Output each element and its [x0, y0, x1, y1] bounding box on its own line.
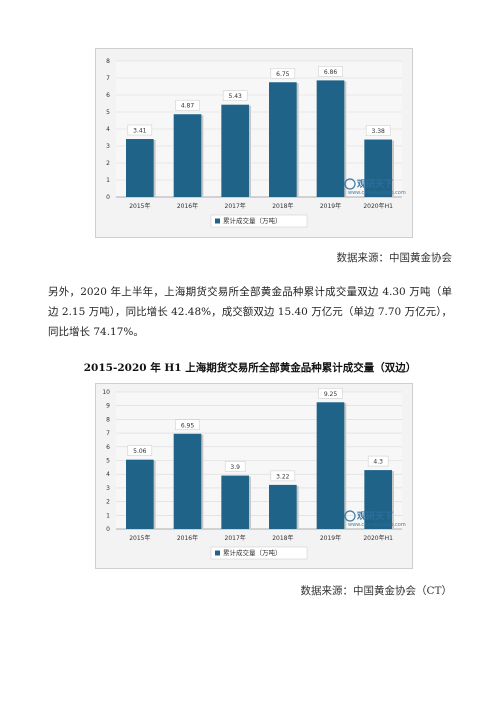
data-label: 3.41 [133, 128, 147, 135]
chart-1-svg: 0 1 2 3 4 5 6 7 8 3.41 2015年 4.87 2016年 5.43 2017年 6.75… [106, 58, 406, 228]
legend-box [210, 214, 308, 228]
data-label-box [175, 419, 200, 431]
data-label: 4.87 [181, 103, 195, 110]
data-label: 5.43 [228, 93, 242, 100]
y-tick-label: 3 [106, 143, 110, 150]
x-tick-label: 2019年 [320, 534, 341, 542]
y-tick-label: 3 [106, 485, 110, 492]
logo-text: 观研天下 [357, 511, 393, 522]
y-tick-label: 6 [106, 444, 110, 451]
data-label-box [270, 470, 296, 482]
x-tick-label: 2016年 [177, 534, 198, 542]
y-tick-label: 5 [106, 458, 110, 465]
data-label: 4.3 [373, 459, 383, 466]
x-tick-label: 2015年 [129, 202, 150, 210]
data-label-box [224, 461, 246, 472]
legend-box [210, 546, 308, 560]
logo-text: 观研天下 [357, 179, 393, 190]
bar [173, 433, 202, 529]
chart-2-title: 2015-2020 年 H1 上海期货交易所全部黄金品种累计成交量（双边） [83, 362, 417, 374]
y-tick-label: 10 [102, 389, 110, 396]
data-label: 9.25 [324, 391, 338, 398]
data-label: 3.9 [230, 464, 240, 471]
data-label-box [365, 125, 391, 136]
y-tick-label: 0 [106, 526, 110, 533]
y-tick-label: 6 [106, 92, 110, 99]
logo-mark [344, 510, 356, 522]
y-tick-label: 8 [106, 416, 110, 423]
legend-swatch [215, 550, 220, 556]
x-tick-label: 2016年 [177, 202, 198, 210]
y-tick-label: 7 [106, 75, 110, 82]
data-label-box [127, 445, 153, 456]
body-paragraph: 另外，2020 年上半年，上海期货交易所全部黄金品种累计成交量双边 4.30 万… [48, 286, 452, 338]
legend-label: 累计成交量（万吨） [223, 216, 282, 225]
data-label: 6.75 [276, 71, 290, 78]
y-tick-label: 5 [106, 109, 110, 116]
bar [316, 80, 345, 197]
y-tick-label: 0 [106, 194, 110, 201]
bar [221, 475, 249, 529]
x-tick-label: 2020年H1 [363, 534, 393, 542]
source-note-1: 数据来源：中国黄金协会 [336, 252, 453, 264]
bar [126, 459, 154, 529]
data-label: 6.95 [181, 422, 195, 429]
legend-label: 累计成交量（万吨） [223, 548, 282, 557]
logo-site: www.chinabaogao.com [348, 522, 406, 528]
y-tick-label: 1 [106, 512, 110, 519]
data-label-box [318, 66, 343, 77]
data-label-box [222, 90, 248, 101]
x-tick-label: 2020年H1 [363, 202, 393, 210]
data-label: 6.86 [324, 69, 338, 76]
data-label-box [270, 68, 296, 79]
chart-1: 0 1 2 3 4 5 6 7 8 3.41 2015年 4.87 2016年 5.43 2017年 6.75… [95, 48, 413, 238]
logo-site: www.chinabaogao.com [348, 190, 406, 196]
y-tick-label: 7 [106, 430, 110, 437]
bar [316, 402, 345, 529]
data-label-box [127, 124, 153, 136]
y-tick-label: 2 [106, 499, 110, 506]
y-tick-label: 4 [106, 126, 110, 133]
chart-2-svg: 0 1 2 3 4 5 6 7 8 9 10 5.06 2015年 6.95 2016年 3.9 2017年 3.… [102, 388, 406, 560]
bar [173, 114, 202, 197]
data-label: 5.06 [133, 448, 147, 455]
data-label: 3.22 [276, 473, 290, 480]
logo-mark [344, 178, 356, 190]
bar [364, 139, 392, 197]
y-tick-label: 9 [106, 403, 110, 410]
data-label-box [175, 99, 200, 111]
x-tick-label: 2018年 [272, 202, 293, 210]
x-tick-label: 2019年 [320, 202, 341, 210]
x-tick-label: 2017年 [225, 202, 246, 210]
data-label-box [367, 455, 389, 467]
x-tick-label: 2017年 [225, 534, 246, 542]
y-tick-label: 1 [106, 177, 110, 184]
bar [221, 104, 249, 197]
source-note-2: 数据来源：中国黄金协会（CT） [300, 585, 452, 597]
x-tick-label: 2015年 [129, 534, 150, 542]
data-label-box [318, 388, 343, 399]
y-tick-label: 8 [106, 58, 110, 65]
legend-swatch [215, 218, 220, 224]
data-label: 3.38 [371, 128, 385, 135]
y-tick-label: 4 [106, 471, 110, 478]
x-tick-label: 2018年 [272, 534, 293, 542]
bar [126, 139, 154, 197]
bar [269, 82, 297, 197]
y-tick-label: 2 [106, 160, 110, 167]
chart-2: 0 1 2 3 4 5 6 7 8 9 10 5.06 2015年 6.95 2016年 3.9 2017年 3.… [95, 383, 413, 569]
bar [364, 470, 392, 529]
bar [269, 484, 297, 529]
